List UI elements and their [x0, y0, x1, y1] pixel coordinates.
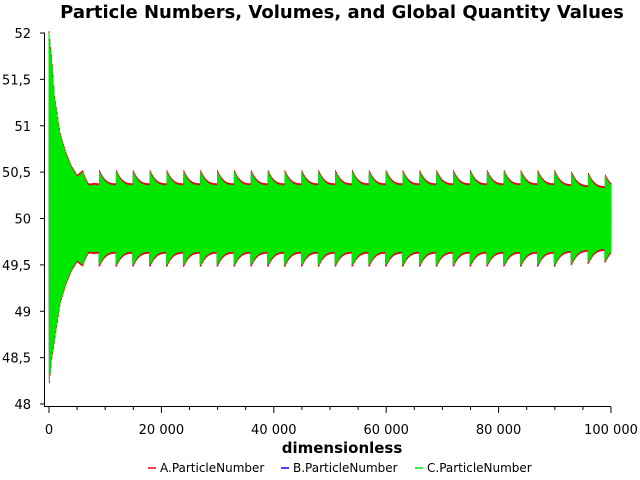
- x-tick-label: 40 000: [251, 423, 297, 438]
- series-line-c-particlenumber: [48, 32, 612, 382]
- y-tick-label: 51: [14, 120, 31, 135]
- x-axis-ticks: 0 20 000 40 000 60 000 80 000 100 000: [45, 407, 638, 438]
- y-tick-label: 50: [14, 213, 31, 228]
- y-tick-label: 48,5: [2, 352, 31, 367]
- y-tick-label: 51,5: [2, 73, 31, 88]
- x-tick-label: 20 000: [139, 423, 185, 438]
- chart-title: Particle Numbers, Volumes, and Global Qu…: [60, 2, 624, 23]
- legend: A.ParticleNumber B.ParticleNumber C.Partic…: [148, 461, 532, 475]
- y-tick-label: 48: [14, 398, 31, 413]
- y-tick-label: 50,5: [2, 166, 31, 181]
- y-tick-label: 52: [14, 27, 31, 42]
- y-tick-label: 49,5: [2, 259, 31, 274]
- legend-label: A.ParticleNumber: [160, 461, 264, 475]
- x-tick-label: 0: [45, 423, 53, 438]
- y-axis-ticks: 48 48,5 49 49,5 50 50,5 51 51,5 52: [2, 27, 45, 413]
- x-tick-label: 100 000: [584, 423, 638, 438]
- legend-label: B.ParticleNumber: [293, 461, 398, 475]
- y-tick-label: 49: [14, 305, 31, 320]
- x-axis-label: dimensionless: [282, 439, 403, 457]
- plot-area: [48, 31, 612, 384]
- legend-label: C.ParticleNumber: [427, 461, 532, 475]
- x-tick-label: 80 000: [476, 423, 522, 438]
- x-tick-label: 60 000: [363, 423, 409, 438]
